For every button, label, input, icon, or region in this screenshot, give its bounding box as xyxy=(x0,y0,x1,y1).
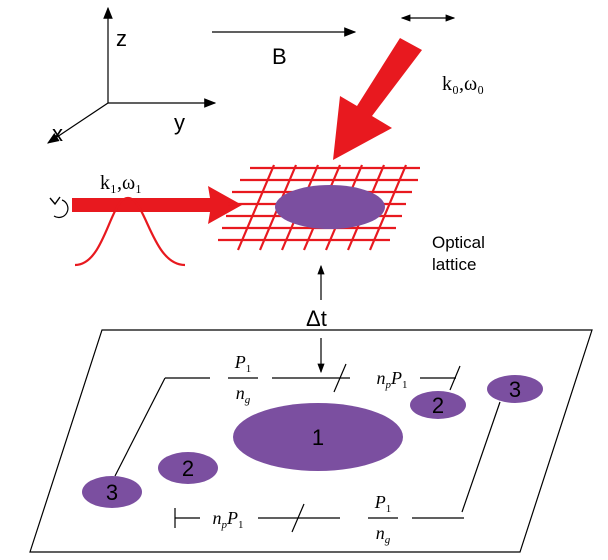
text-part: P xyxy=(390,368,402,388)
spot xyxy=(487,375,543,403)
x-label: x xyxy=(52,121,63,146)
text-part: n xyxy=(377,368,386,388)
text-part: P xyxy=(234,352,246,372)
fraction-den: ng xyxy=(236,383,251,406)
y-label: y xyxy=(174,110,185,135)
fraction-den: ng xyxy=(376,523,391,546)
fraction-num: P1 xyxy=(234,352,252,375)
text-part: p xyxy=(385,379,392,391)
field-label: B xyxy=(272,44,287,69)
fraction-num: P1 xyxy=(374,492,392,515)
text-part: n xyxy=(236,383,245,403)
spot xyxy=(82,476,142,508)
spot xyxy=(233,403,403,471)
line xyxy=(236,164,276,251)
axes: z y x xyxy=(47,6,217,146)
text-part: g xyxy=(385,534,391,546)
text-part: 1 xyxy=(246,363,252,375)
spot-label: 2 xyxy=(432,393,444,418)
image-plane xyxy=(29,329,593,553)
line xyxy=(368,164,408,251)
z-label: z xyxy=(116,26,127,51)
gaussian-pulse xyxy=(74,196,186,267)
line xyxy=(333,363,347,393)
beam1-arrow xyxy=(72,186,242,224)
spot-label: 1 xyxy=(312,425,324,450)
circular-polarization xyxy=(53,199,69,219)
lattice-label: Optical xyxy=(432,233,485,252)
atom-cloud xyxy=(275,185,385,229)
text-part: 1 xyxy=(386,503,392,515)
line xyxy=(291,503,305,533)
line xyxy=(461,401,501,513)
beam0-arrow xyxy=(333,38,422,160)
text-part: 1 xyxy=(402,379,408,391)
text-part: P xyxy=(226,508,238,528)
lattice-label: lattice xyxy=(432,255,476,274)
text-part: n xyxy=(213,508,222,528)
spot xyxy=(158,452,218,484)
text-part: p xyxy=(221,519,228,531)
delay-label: Δt xyxy=(306,306,327,331)
shift-label: npP1 xyxy=(213,508,244,531)
circular-polarization-head xyxy=(49,196,61,206)
line xyxy=(114,377,166,477)
spot-label: 3 xyxy=(509,377,521,402)
spot-label: 3 xyxy=(106,480,118,505)
shift-label: npP1 xyxy=(377,368,408,391)
text-part: 1 xyxy=(238,519,244,531)
text-part: P xyxy=(374,492,386,512)
line xyxy=(449,365,461,391)
text-part: g xyxy=(245,394,251,406)
spacing-lines xyxy=(114,363,501,533)
beam0-label: k₀,ω₀ xyxy=(442,73,484,95)
spot xyxy=(410,391,466,419)
text-part: n xyxy=(376,523,385,543)
x-axis xyxy=(47,102,109,144)
spot-label: 2 xyxy=(182,456,194,481)
beam1-label: k₁,ω₁ xyxy=(100,172,142,194)
